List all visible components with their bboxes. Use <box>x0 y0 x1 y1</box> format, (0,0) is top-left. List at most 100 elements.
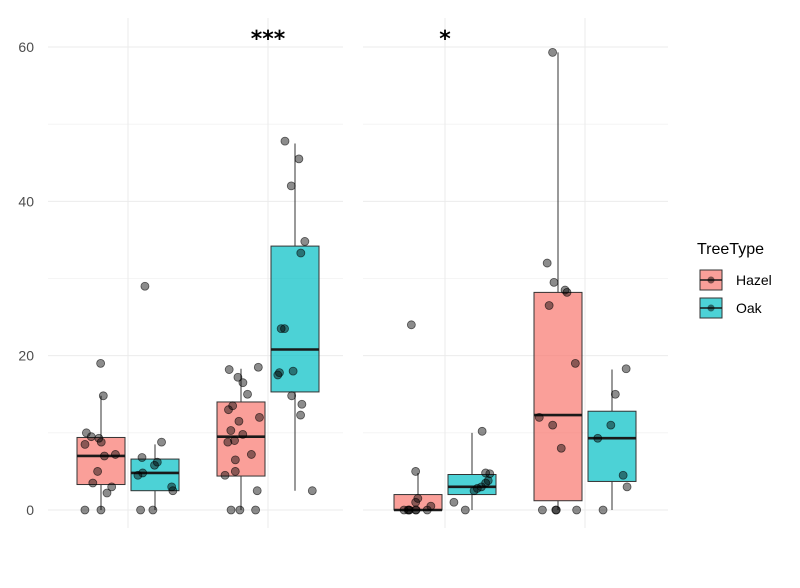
data-point <box>542 258 552 268</box>
data-point <box>549 277 559 287</box>
data-point <box>621 364 631 374</box>
legend-title: TreeType <box>697 241 764 258</box>
data-point <box>98 391 108 401</box>
data-point <box>93 467 103 476</box>
data-point <box>556 443 566 453</box>
data-point <box>234 416 244 426</box>
data-point <box>544 301 554 310</box>
data-point <box>411 497 421 507</box>
box-hazel <box>533 48 583 515</box>
data-point <box>140 281 150 291</box>
data-point <box>610 389 620 399</box>
data-point <box>307 486 317 496</box>
data-point <box>485 469 495 479</box>
data-point <box>226 505 236 515</box>
data-point <box>297 399 307 409</box>
box-body <box>216 401 266 477</box>
box-oak <box>587 364 637 515</box>
legend-item-oak: Oak <box>699 297 763 319</box>
y-tick-label: 0 <box>26 502 34 518</box>
data-point <box>230 455 240 465</box>
data-point <box>138 468 148 478</box>
data-point <box>598 505 608 515</box>
data-point <box>280 324 289 334</box>
data-point <box>102 488 112 498</box>
legend-key-point <box>707 276 715 284</box>
data-point <box>252 486 262 496</box>
data-point <box>226 426 236 435</box>
data-point <box>593 433 603 443</box>
legend: TreeType Hazel Oak <box>697 241 772 319</box>
data-point <box>224 365 234 374</box>
data-point <box>107 482 117 492</box>
data-point <box>133 470 143 480</box>
data-point <box>157 437 166 447</box>
data-point <box>99 451 109 461</box>
box-hazel <box>216 362 266 515</box>
data-point <box>255 412 264 422</box>
data-point <box>273 370 283 380</box>
legend-label: Oak <box>736 300 763 316</box>
data-point <box>150 460 159 470</box>
group-1-1 <box>76 281 180 515</box>
data-point <box>294 154 304 164</box>
data-point <box>220 470 230 480</box>
data-point <box>80 505 90 515</box>
data-point <box>238 429 248 439</box>
data-point <box>238 378 248 388</box>
data-point <box>300 237 310 246</box>
box-oak <box>130 281 180 515</box>
data-point <box>224 405 233 415</box>
data-point <box>449 497 459 507</box>
data-point <box>253 362 263 372</box>
legend-label: Hazel <box>736 272 772 288</box>
box-body <box>76 436 126 486</box>
y-tick-label: 40 <box>18 193 34 209</box>
legend-key-point <box>707 304 715 312</box>
data-point <box>88 478 98 488</box>
data-point <box>288 366 298 376</box>
data-point <box>96 358 106 368</box>
data-point <box>168 486 178 496</box>
data-point <box>296 410 305 420</box>
y-axis: 0 20 40 60 <box>18 39 34 518</box>
significance-annotation: * <box>439 27 451 52</box>
data-point <box>96 505 106 515</box>
data-point <box>460 505 470 515</box>
data-point <box>280 136 290 146</box>
data-point <box>287 391 297 401</box>
y-tick-label: 60 <box>18 39 34 55</box>
data-point <box>411 467 421 476</box>
box-oak <box>270 136 320 496</box>
data-point <box>148 505 158 515</box>
data-point <box>230 436 239 445</box>
data-point <box>80 440 90 449</box>
group-2-1: * <box>393 27 497 515</box>
box-body <box>587 410 637 482</box>
data-point <box>548 48 557 57</box>
group-1-2: *** <box>216 27 320 515</box>
data-point <box>276 324 286 334</box>
data-point <box>622 482 632 492</box>
data-point <box>618 470 628 480</box>
data-point <box>477 426 487 436</box>
data-point <box>233 372 243 382</box>
data-point <box>422 505 432 515</box>
group-2-2 <box>533 48 637 515</box>
data-point <box>548 420 558 430</box>
y-tick-label: 20 <box>18 348 34 364</box>
data-point <box>551 505 561 515</box>
data-point <box>570 358 580 368</box>
data-point <box>404 505 414 515</box>
box-oak <box>447 426 497 515</box>
data-point <box>562 287 572 297</box>
data-point <box>469 486 479 496</box>
data-point <box>251 505 260 515</box>
data-point <box>534 412 544 422</box>
box-hazel <box>76 358 126 515</box>
plot-panels: *** * <box>48 18 668 528</box>
data-point <box>286 181 296 191</box>
panel-1: *** <box>48 18 343 528</box>
data-point <box>235 505 245 515</box>
panel-2: * <box>363 18 668 528</box>
